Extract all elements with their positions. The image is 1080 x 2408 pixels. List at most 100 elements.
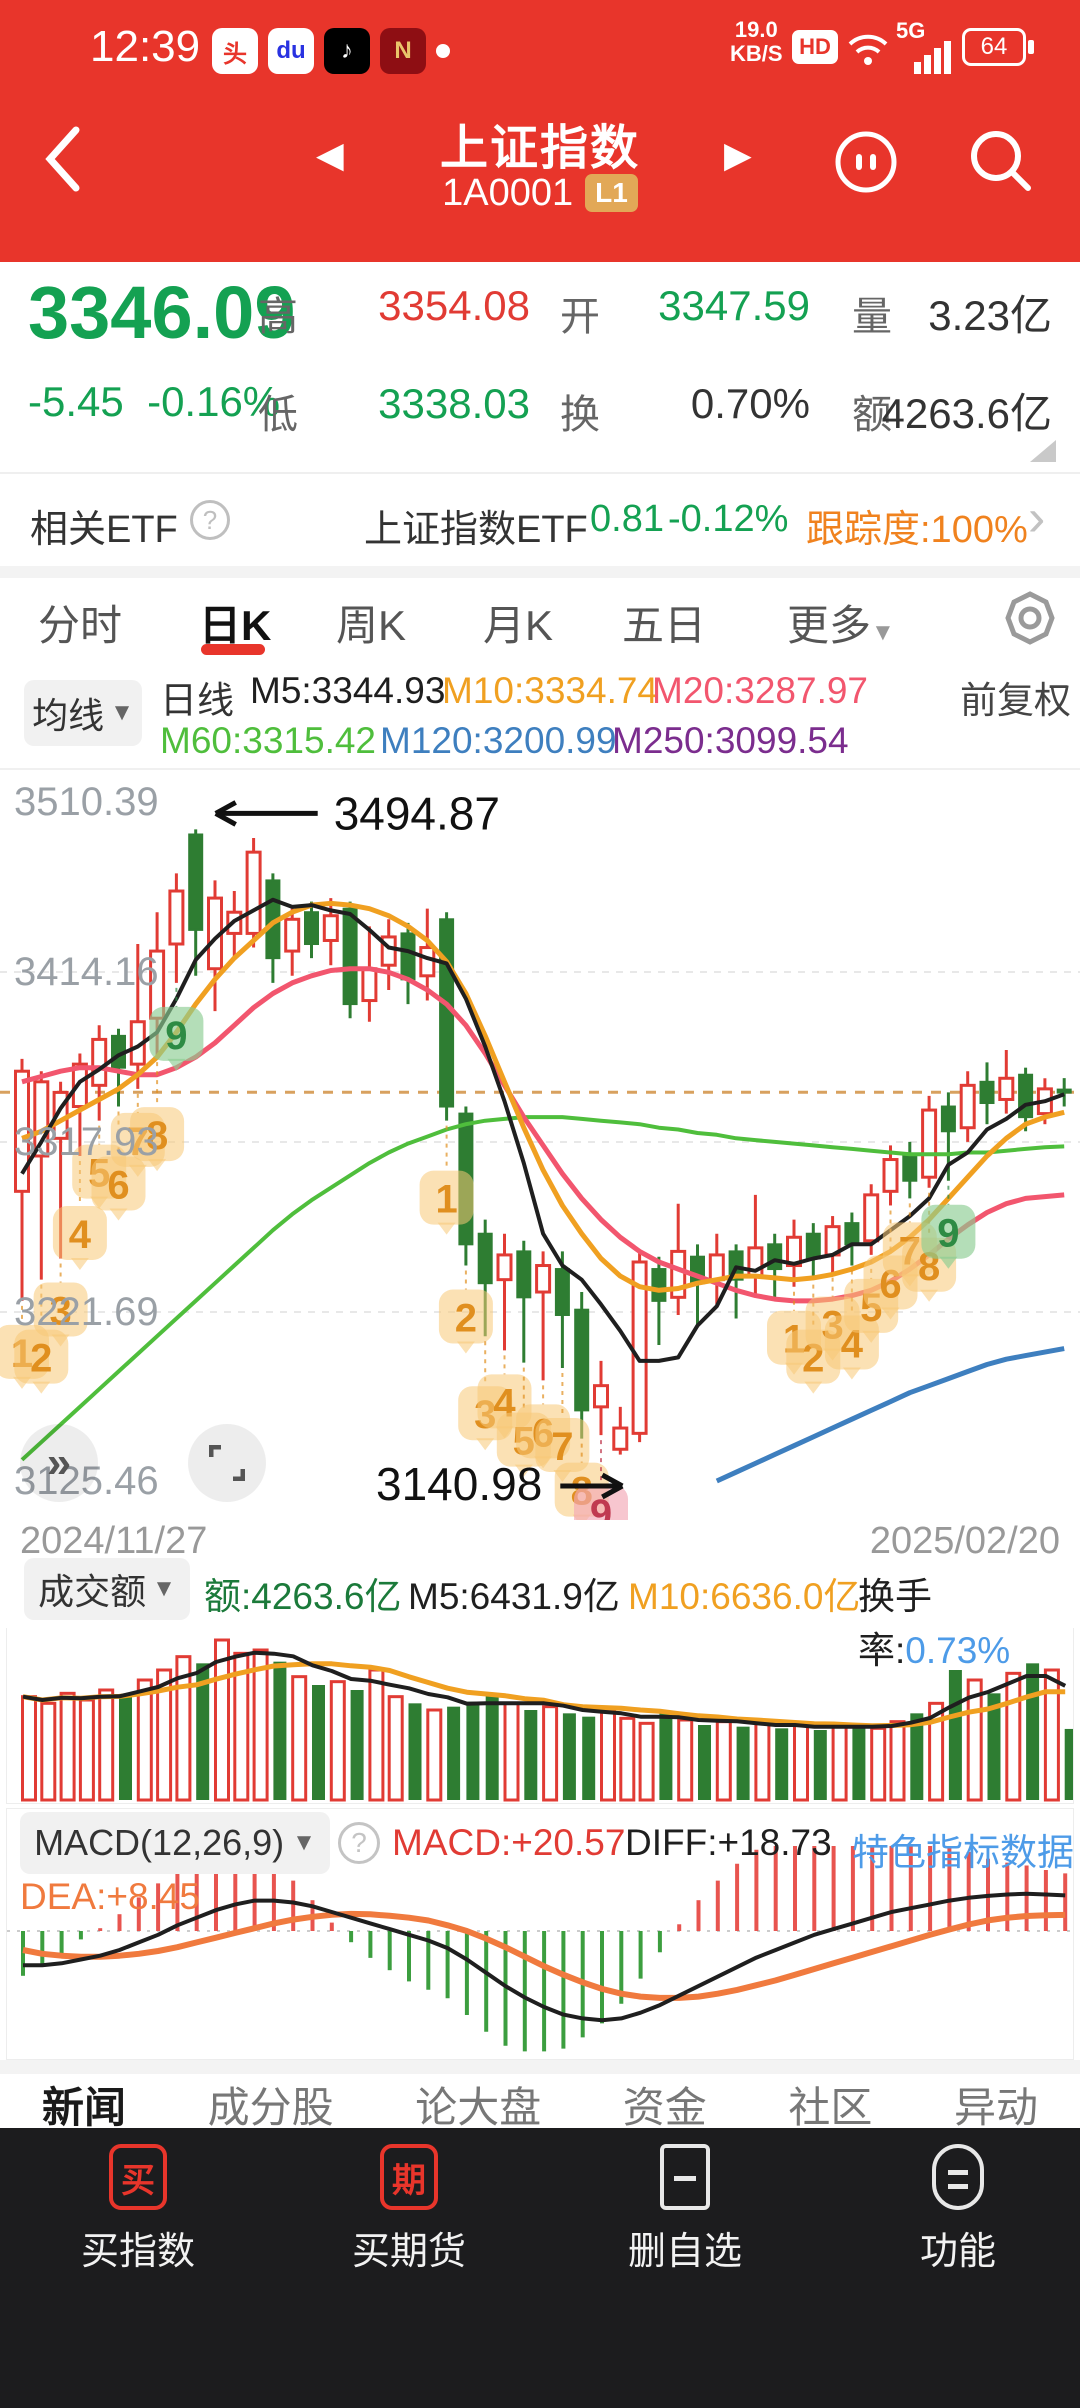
svg-text:4: 4 — [841, 1323, 864, 1367]
diff-value: DIFF:+18.73 — [625, 1822, 832, 1863]
tab-five-day[interactable]: 五日 — [622, 602, 707, 649]
start-date: 2024/11/27 — [20, 1520, 208, 1562]
turnover-label: 换 — [560, 393, 600, 437]
buy-futures-label: 买期货 — [351, 2231, 466, 2273]
divider — [0, 2060, 1080, 2074]
macd-chart — [7, 1846, 1073, 2052]
expand-quote-icon[interactable] — [1030, 440, 1056, 462]
macd-help-icon[interactable]: ? — [338, 1822, 380, 1864]
tab-funds[interactable]: 资金 — [622, 2084, 707, 2128]
volume-indicator-button[interactable]: 成交额 ▼ — [24, 1558, 190, 1620]
next-stock-icon[interactable]: ▶ — [724, 134, 752, 175]
tab-daily-k[interactable]: 日K — [199, 602, 272, 649]
ma10-value: M10:3334.74 — [442, 670, 659, 711]
related-etf-label: 相关ETF — [30, 509, 178, 551]
macd-panel[interactable] — [6, 1808, 1074, 2060]
svg-text:6: 6 — [107, 1164, 129, 1208]
macd-indicator-button[interactable]: MACD(12,26,9) ▼ — [20, 1812, 330, 1874]
assistant-robot-icon[interactable] — [830, 124, 902, 196]
ma60-value: M60:3315.42 — [160, 720, 377, 761]
svg-text:1: 1 — [435, 1178, 457, 1222]
macd-value: MACD:+20.57 — [392, 1822, 626, 1863]
turnover-value: 0.70% — [690, 380, 810, 427]
chevron-right-icon: › — [1028, 489, 1046, 547]
search-icon[interactable] — [966, 126, 1034, 194]
tab-monthly-k[interactable]: 月K — [483, 602, 554, 649]
quote-panel[interactable]: 3346.09 -5.45 -0.16% 高 3354.08 开 3347.59… — [0, 262, 1080, 472]
svg-text:2: 2 — [455, 1297, 477, 1341]
last-price: 3346.09 — [28, 271, 296, 354]
tab-movers[interactable]: 异动 — [953, 2084, 1038, 2128]
divider — [0, 566, 1080, 578]
kline-type-label: 日线 — [160, 680, 234, 721]
volume-chart[interactable] — [6, 1628, 1074, 1804]
etf-change: -0.12% — [668, 498, 789, 540]
macd-header: MACD(12,26,9) ▼ ? MACD:+20.57 DIFF:+18.73… — [0, 1812, 1080, 1882]
svg-text:4: 4 — [69, 1213, 92, 1257]
page-title: 上证指数 — [439, 122, 640, 175]
svg-text:3221.69: 3221.69 — [14, 1290, 159, 1334]
ma250-value: M250:3099.54 — [612, 720, 849, 761]
etf-tracking: 跟踪度:100% — [806, 509, 1028, 551]
menu-circle-icon — [932, 2144, 984, 2210]
featured-indicators-link[interactable]: 特色指标数据 — [852, 1832, 1074, 1873]
code-text: 1A0001 — [442, 172, 574, 214]
volume-ma5: M5:6431.9亿 — [408, 1576, 620, 1617]
collapse-chart-button[interactable]: » — [20, 1424, 98, 1502]
remove-watchlist-button[interactable]: 删自选 — [585, 2144, 785, 2275]
tab-constituents[interactable]: 成分股 — [207, 2084, 334, 2128]
dea-value: DEA:+8.45 — [20, 1876, 200, 1917]
tab-weekly-k[interactable]: 周K — [336, 602, 407, 649]
turnover-rate: 换手率:0.73% — [858, 1576, 1011, 1671]
end-date: 2025/02/20 — [869, 1520, 1060, 1562]
related-etf-row[interactable]: 相关ETF ? 上证指数ETF 0.81 -0.12% 跟踪度:100% › — [0, 472, 1080, 566]
ma-legend: 均线 ▼ 日线 M5:3344.93 M10:3334.74 M20:3287.9… — [0, 658, 1080, 768]
prev-stock-icon[interactable]: ◀ — [316, 134, 344, 175]
back-icon[interactable] — [40, 124, 88, 194]
period-tab-bar: 分时 日K 周K 月K 五日 更多▼ — [0, 578, 1080, 658]
ma5-value: M5:3344.93 — [250, 670, 446, 711]
buy-index-button[interactable]: 买 买指数 — [38, 2144, 238, 2275]
volume-amount: 额:4263.6亿 — [204, 1576, 402, 1617]
tab-market-talk[interactable]: 论大盘 — [415, 2084, 542, 2128]
hd-icon: HD — [792, 30, 838, 64]
network-type: 5G — [896, 18, 926, 43]
buy-futures-button[interactable]: 期 买期货 — [309, 2144, 509, 2275]
buy-index-icon: 买 — [109, 2144, 167, 2210]
ma120-value: M120:3200.99 — [380, 720, 617, 761]
svg-text:2: 2 — [30, 1337, 52, 1381]
toutiao-notification-icon: 头 — [212, 28, 258, 74]
etf-name: 上证指数ETF — [364, 509, 588, 551]
ma-selector-button[interactable]: 均线 ▼ — [24, 680, 142, 746]
high-value: 3354.08 — [378, 282, 530, 329]
status-bar: 12:39 头 du ♪ N 19.0 KB/S HD 5G 64 — [0, 0, 1080, 100]
fullscreen-button[interactable] — [188, 1424, 266, 1502]
battery-nub-icon — [1028, 40, 1034, 54]
news-notification-icon: N — [380, 28, 426, 74]
open-label: 开 — [560, 295, 600, 339]
svg-text:3140.98: 3140.98 — [376, 1458, 542, 1510]
svg-text:3510.39: 3510.39 — [14, 780, 159, 824]
tab-more[interactable]: 更多▼ — [787, 602, 895, 649]
svg-text:3317.93: 3317.93 — [14, 1120, 159, 1164]
svg-text:9: 9 — [165, 1014, 187, 1058]
tab-community[interactable]: 社区 — [788, 2084, 873, 2128]
date-axis: 2024/11/27 2025/02/20 — [0, 1520, 1080, 1562]
ma20-value: M20:3287.97 — [652, 670, 869, 711]
svg-text:7: 7 — [551, 1425, 573, 1469]
help-icon[interactable]: ? — [190, 500, 230, 540]
functions-label: 功能 — [919, 2231, 996, 2273]
adjust-mode-label[interactable]: 前复权 — [960, 680, 1071, 721]
buy-index-label: 买指数 — [80, 2231, 195, 2273]
tab-minute[interactable]: 分时 — [38, 602, 123, 649]
clock: 12:39 — [90, 22, 201, 71]
chart-settings-gear-icon[interactable] — [1002, 590, 1058, 646]
candlestick-chart[interactable]: 1234567891234567891234567893494.873140.9… — [0, 768, 1080, 1520]
tab-news[interactable]: 新闻 — [42, 2084, 127, 2128]
svg-text:9: 9 — [937, 1212, 959, 1256]
functions-button[interactable]: 功能 — [858, 2144, 1058, 2275]
active-tab-underline — [201, 644, 265, 655]
remove-watchlist-label: 删自选 — [627, 2231, 742, 2273]
douyin-notification-icon: ♪ — [324, 28, 370, 74]
